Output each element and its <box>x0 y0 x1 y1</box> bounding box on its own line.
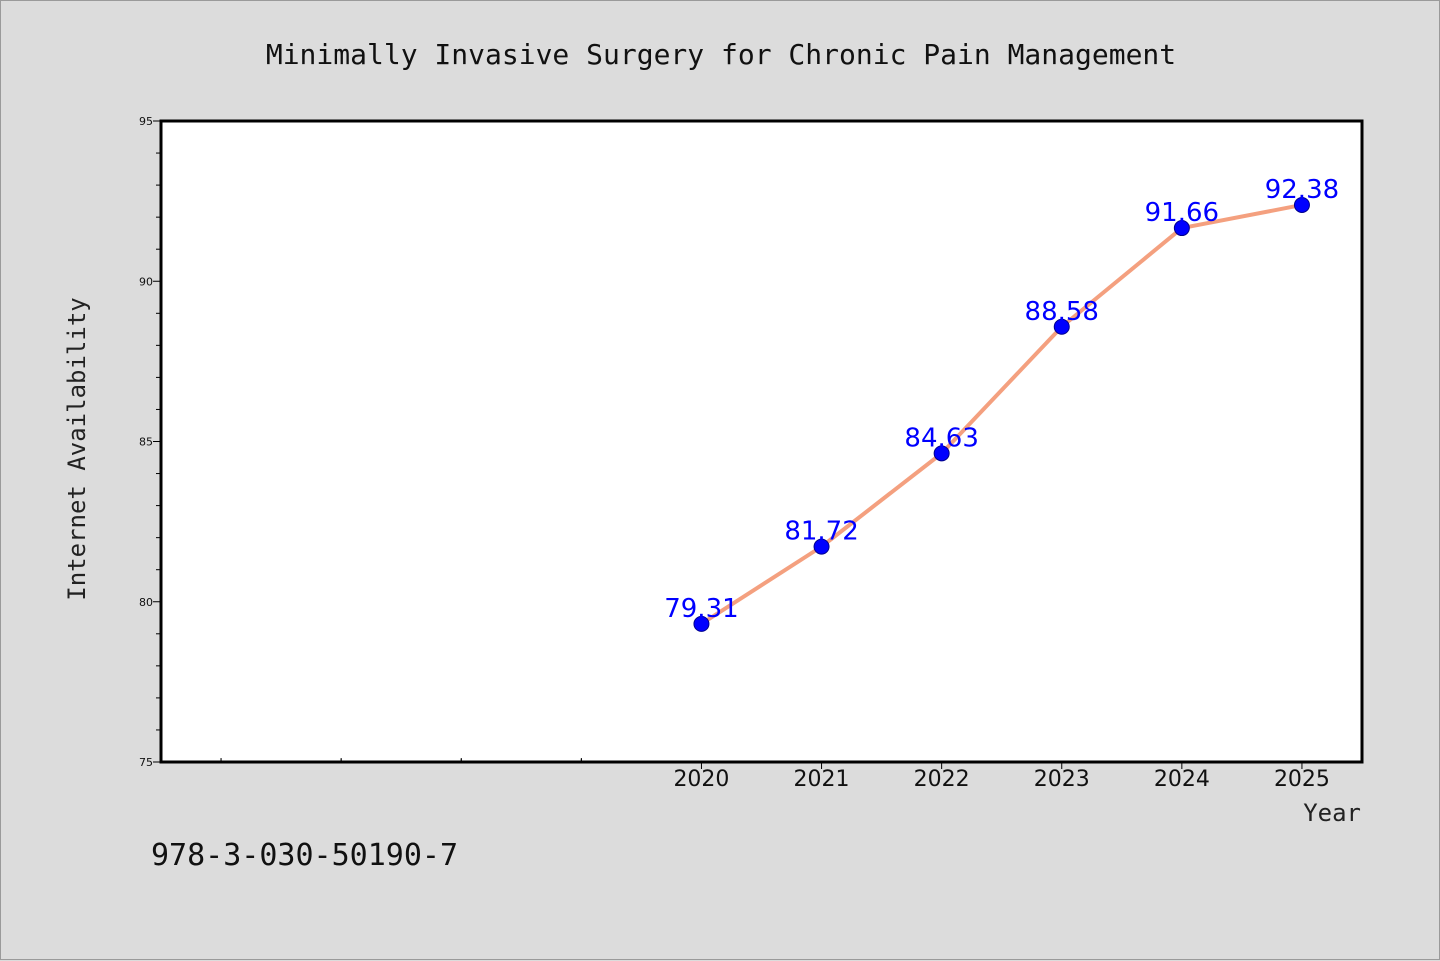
x-tick-label: 2023 <box>1034 767 1090 792</box>
data-label: 92.38 <box>1265 175 1339 205</box>
plot-area <box>159 119 1364 764</box>
data-point <box>693 615 710 632</box>
y-axis-label: Internet Availability <box>63 297 91 600</box>
y-tick-label: 90 <box>139 275 153 288</box>
data-label: 81.72 <box>784 517 858 547</box>
isbn-footnote: 978-3-030-50190-7 <box>151 838 458 873</box>
data-label: 84.63 <box>904 423 978 453</box>
x-tick-label: 2024 <box>1154 767 1210 792</box>
data-point <box>933 445 950 462</box>
chart-title: Minimally Invasive Surgery for Chronic P… <box>266 38 1176 71</box>
x-tick-label: 2020 <box>673 767 729 792</box>
data-point <box>1173 220 1190 237</box>
y-tick-label: 75 <box>139 756 153 769</box>
y-tick-label: 95 <box>139 115 153 128</box>
x-axis-label: Year <box>1303 799 1361 827</box>
data-point <box>1293 196 1310 213</box>
data-label: 91.66 <box>1145 198 1219 228</box>
y-axis: 75 80 85 90 95 <box>139 115 161 769</box>
y-tick-label: 80 <box>139 596 153 609</box>
data-label: 88.58 <box>1025 297 1099 327</box>
series-layer: 79.31 81.72 84.63 88.58 91.66 92.38 <box>664 175 1339 632</box>
data-point <box>1053 318 1070 335</box>
x-tick-label: 2021 <box>794 767 850 792</box>
data-point <box>813 538 830 555</box>
series-line <box>700 203 1303 626</box>
x-tick-label: 2022 <box>914 767 970 792</box>
x-tick-label: 2025 <box>1274 767 1330 792</box>
y-tick-label: 85 <box>139 436 153 449</box>
data-label: 79.31 <box>664 594 738 624</box>
x-axis: 2020 2021 2022 2023 2024 2025 <box>220 758 1330 792</box>
